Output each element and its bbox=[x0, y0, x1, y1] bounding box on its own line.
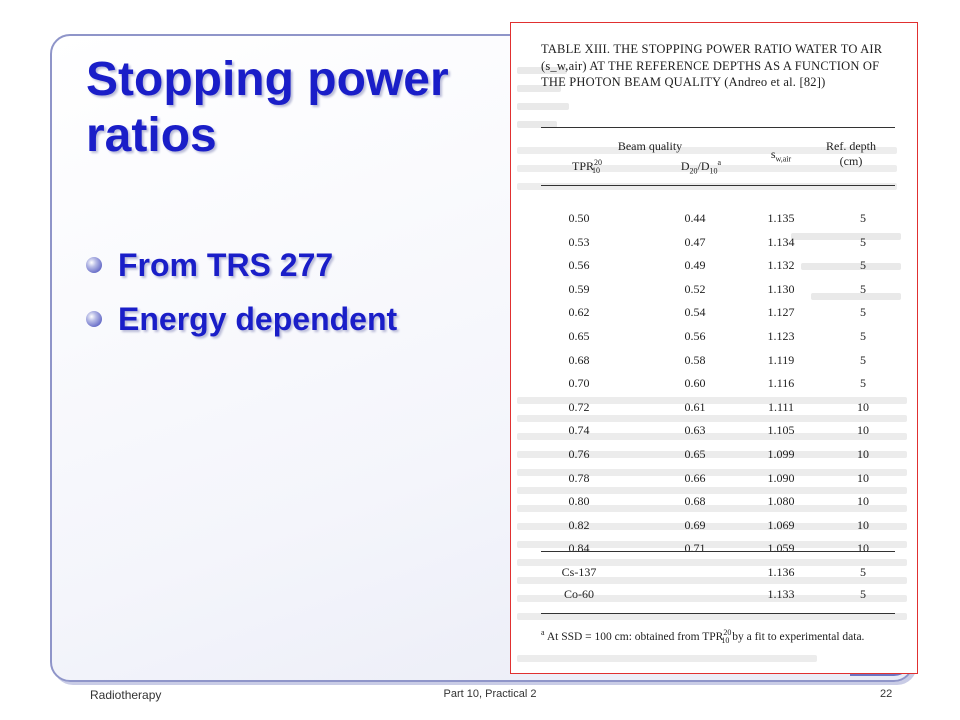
table-cell-s-w-air: 1.080 bbox=[767, 494, 795, 509]
table-cell-d20-d10: 0.66 bbox=[684, 470, 706, 485]
table-rule-sources bbox=[541, 551, 895, 552]
bleed-through-text bbox=[511, 23, 917, 673]
bullet-text: Energy dependent bbox=[118, 301, 398, 337]
table-rule-top bbox=[541, 127, 895, 128]
table-cell-ref-depth: 5 bbox=[860, 305, 866, 320]
bullet-item: Energy dependent bbox=[86, 292, 397, 346]
table-cell-tpr: 0.68 bbox=[568, 352, 590, 367]
table-cell-s-w-air: 1.069 bbox=[767, 517, 795, 532]
table-cell-tpr: 0.53 bbox=[568, 234, 590, 249]
table-cell-s-w-air: 1.099 bbox=[767, 447, 795, 461]
footer-part: Part 10, Practical 2 bbox=[443, 688, 537, 700]
table-cell-ref-depth: 5 bbox=[860, 352, 866, 367]
scanned-table-image: TABLE XIII. THE STOPPING POWER RATIO WAT… bbox=[510, 22, 918, 674]
table-cell-s-w-air: 1.111 bbox=[767, 399, 795, 414]
table-cell-ref-depth: 10 bbox=[857, 494, 869, 509]
footer-page-number: 22 bbox=[880, 688, 893, 700]
footer-course: Radiotherapy bbox=[90, 688, 162, 702]
table-title: TABLE XIII. THE STOPPING POWER RATIO WAT… bbox=[541, 42, 883, 89]
table-cell-ref-depth: 10 bbox=[857, 541, 869, 556]
column-header-ref-depth: Ref. depth (cm) bbox=[826, 139, 876, 168]
table-cell-d20-d10: 0.61 bbox=[684, 399, 706, 414]
table-cell-s-w-air: 1.132 bbox=[767, 258, 795, 273]
table-cell-s-w-air: 1.130 bbox=[767, 281, 795, 296]
table-cell-d20-d10: 0.65 bbox=[684, 447, 706, 461]
table-cell-d20-d10: 0.68 bbox=[684, 494, 706, 509]
table-cell-s-w-air: 1.127 bbox=[767, 305, 795, 320]
table-cell-tpr: 0.84 bbox=[568, 541, 590, 556]
table-cell-tpr: 0.78 bbox=[568, 470, 590, 485]
column-header-beam-quality: Beam quality bbox=[617, 139, 683, 153]
column-header-d20-d10: D20/D10a bbox=[680, 158, 722, 176]
table-cell-tpr: 0.56 bbox=[568, 258, 590, 273]
table-cell-ref-depth: 10 bbox=[857, 447, 869, 461]
table-cell-s-w-air: 1.134 bbox=[767, 234, 795, 249]
table-cell-s-w-air: 1.116 bbox=[767, 376, 795, 391]
bullet-item: From TRS 277 bbox=[86, 238, 397, 292]
table-cell-tpr: 0.50 bbox=[568, 211, 590, 225]
table-footnote: a At SSD = 100 cm: obtained from TPR2010… bbox=[541, 628, 865, 646]
table-cell-d20-d10: 0.58 bbox=[684, 352, 706, 367]
table-cell-d20-d10: 0.44 bbox=[684, 211, 706, 225]
table-cell-ref-depth: 10 bbox=[857, 399, 869, 414]
table-cell-ref-depth: 5 bbox=[860, 281, 866, 296]
table-cell-source: Co-60 bbox=[564, 587, 594, 601]
table-cell-d20-d10: 0.69 bbox=[684, 517, 706, 532]
table-cell-d20-d10: 0.60 bbox=[684, 376, 706, 391]
table-cell-d20-d10: 0.52 bbox=[684, 281, 706, 296]
bullet-text: From TRS 277 bbox=[118, 247, 334, 283]
table-cell-s-w-air: 1.105 bbox=[767, 423, 795, 438]
table-cell-ref-depth: 5 bbox=[860, 565, 866, 579]
table-cell-tpr: 0.70 bbox=[568, 376, 590, 391]
column-header-tpr: TPR2010 bbox=[571, 158, 602, 176]
table-cell-s-w-air: 1.135 bbox=[767, 211, 795, 225]
table-cell-d20-d10: 0.54 bbox=[684, 305, 706, 320]
table-cell-s-w-air: 1.090 bbox=[767, 470, 795, 485]
bullet-dot-icon bbox=[86, 311, 102, 327]
table-cell-ref-depth: 5 bbox=[860, 258, 866, 273]
table-cell-d20-d10: 0.63 bbox=[684, 423, 706, 438]
table-cell-ref-depth: 5 bbox=[860, 587, 866, 601]
column-header-s-w-air: sw,air bbox=[770, 147, 792, 164]
table-cell-s-w-air: 1.119 bbox=[767, 352, 795, 367]
table-rule-header bbox=[541, 185, 895, 186]
table-cell-ref-depth: 10 bbox=[857, 470, 869, 485]
table-cell-tpr: 0.62 bbox=[568, 305, 590, 320]
table-cell-ref-depth: 5 bbox=[860, 329, 866, 343]
table-cell-d20-d10: 0.47 bbox=[684, 234, 706, 249]
table-cell-tpr: 0.72 bbox=[568, 399, 590, 414]
table-cell-source: Cs-137 bbox=[561, 565, 597, 579]
table-cell-d20-d10: 0.49 bbox=[684, 258, 706, 273]
table-cell-d20-d10: 0.71 bbox=[684, 541, 706, 556]
table-cell-s-w-air: 1.123 bbox=[767, 329, 795, 343]
table-cell-tpr: 0.82 bbox=[568, 517, 590, 532]
bullet-dot-icon bbox=[86, 257, 102, 273]
table-cell-s-w-air: 1.136 bbox=[767, 565, 795, 579]
table-cell-tpr: 0.80 bbox=[568, 494, 590, 509]
table-cell-tpr: 0.74 bbox=[568, 423, 590, 438]
table-cell-ref-depth: 5 bbox=[860, 376, 866, 391]
table-rule-bottom bbox=[541, 613, 895, 614]
bullet-list: From TRS 277 Energy dependent bbox=[86, 238, 397, 346]
table-cell-ref-depth: 5 bbox=[860, 234, 866, 249]
table-cell-ref-depth: 5 bbox=[860, 211, 866, 225]
table-cell-s-w-air: 1.059 bbox=[767, 541, 795, 556]
table-cell-tpr: 0.59 bbox=[568, 281, 590, 296]
table-cell-ref-depth: 10 bbox=[857, 423, 869, 438]
slide-title: Stopping power ratios bbox=[86, 53, 449, 162]
table-cell-d20-d10: 0.56 bbox=[684, 329, 706, 343]
table-cell-s-w-air: 1.133 bbox=[767, 587, 795, 601]
table-cell-tpr: 0.76 bbox=[568, 447, 590, 461]
table-cell-ref-depth: 10 bbox=[857, 517, 869, 532]
table-cell-tpr: 0.65 bbox=[568, 329, 590, 343]
